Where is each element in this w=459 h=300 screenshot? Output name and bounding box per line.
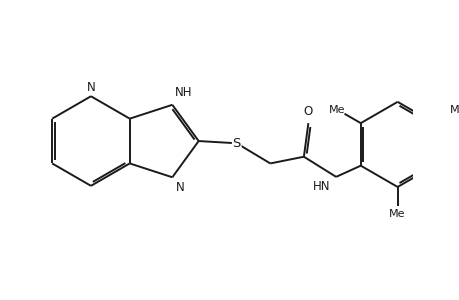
Text: HN: HN bbox=[313, 181, 330, 194]
Text: NH: NH bbox=[174, 86, 192, 99]
Text: O: O bbox=[303, 105, 312, 118]
Text: Me: Me bbox=[388, 209, 405, 219]
Text: Me: Me bbox=[329, 105, 345, 115]
Text: N: N bbox=[86, 81, 95, 94]
Text: N: N bbox=[175, 181, 184, 194]
Text: S: S bbox=[232, 137, 241, 150]
Text: Me: Me bbox=[448, 105, 459, 115]
